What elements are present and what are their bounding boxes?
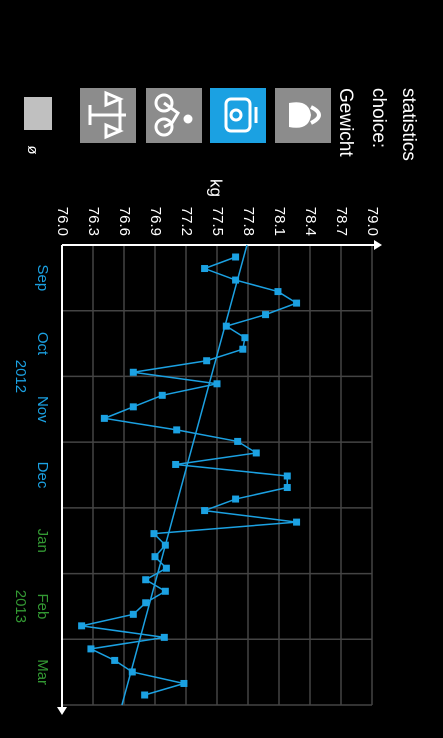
data-point: [201, 265, 209, 273]
x-category-label: Sep: [34, 265, 51, 292]
x-category-label: Oct: [34, 332, 51, 356]
x-tick-label: 78.1: [271, 207, 288, 236]
data-point: [158, 391, 166, 399]
icon-bike[interactable]: [146, 88, 202, 143]
header-line: statistics: [398, 88, 419, 161]
data-point: [172, 460, 180, 468]
data-point: [129, 368, 137, 376]
x-category-label: Feb: [34, 593, 51, 619]
data-point: [160, 633, 168, 641]
icon-weight[interactable]: [210, 88, 266, 143]
data-point: [239, 345, 247, 353]
data-point: [274, 288, 282, 296]
icon-kettlebell[interactable]: [275, 88, 331, 143]
data-point: [213, 380, 221, 388]
trend-line: [121, 244, 248, 706]
average-swatch: [24, 97, 52, 130]
x-tick-label: 78.7: [333, 207, 350, 236]
data-point: [100, 414, 108, 422]
header-line: Gewicht: [335, 88, 356, 157]
x-tick-label: 76.6: [116, 207, 133, 236]
data-point: [142, 576, 150, 584]
data-point: [129, 610, 137, 618]
data-point: [151, 553, 159, 561]
year-label: 2012: [12, 360, 29, 393]
data-point: [142, 599, 150, 607]
data-point: [293, 299, 301, 307]
data-point: [283, 472, 291, 480]
data-point: [252, 449, 260, 457]
icon-scale[interactable]: [80, 88, 136, 143]
data-point: [180, 679, 188, 687]
axis-arrow: [57, 707, 67, 715]
data-point: [201, 507, 209, 515]
x-category-label: Mar: [34, 659, 51, 685]
data-point: [150, 530, 158, 538]
data-point: [293, 518, 301, 526]
data-point: [232, 253, 240, 261]
x-tick-label: 76.0: [54, 207, 71, 236]
x-tick-label: 76.9: [147, 207, 164, 236]
x-tick-label: 79.0: [364, 207, 381, 236]
data-point: [232, 495, 240, 503]
x-category-label: Nov: [34, 396, 51, 423]
data-point: [222, 322, 230, 330]
data-point: [111, 656, 119, 664]
data-point: [162, 564, 170, 572]
data-point: [232, 276, 240, 284]
axis-label: kg: [207, 179, 226, 197]
x-tick-label: 78.4: [302, 207, 319, 236]
x-category-label: Dec: [34, 462, 51, 489]
x-category-label: Jan: [34, 529, 51, 553]
year-label: 2013: [12, 590, 29, 623]
data-point: [203, 357, 211, 365]
x-tick-label: 77.2: [178, 207, 195, 236]
x-tick-label: 77.5: [209, 207, 226, 236]
axis-arrow: [374, 240, 382, 250]
data-point: [87, 645, 95, 653]
x-tick-label: 77.8: [240, 207, 257, 236]
data-point: [78, 622, 86, 630]
rotated-view: statistics choice: Gewicht ø kg 76.0 76.3…: [12, 88, 419, 715]
data-point: [161, 541, 169, 549]
data-point: [129, 403, 137, 411]
data-point: [141, 691, 149, 699]
header-line: choice:: [368, 88, 389, 148]
data-point: [128, 668, 136, 676]
data-point: [262, 311, 270, 319]
x-tick-label: 76.3: [85, 207, 102, 236]
average-label: ø: [24, 145, 41, 154]
data-point: [161, 587, 169, 595]
data-line: [81, 256, 299, 696]
data-point: [173, 426, 181, 434]
data-point: [234, 437, 242, 445]
data-point: [283, 484, 291, 492]
data-point: [241, 334, 249, 342]
